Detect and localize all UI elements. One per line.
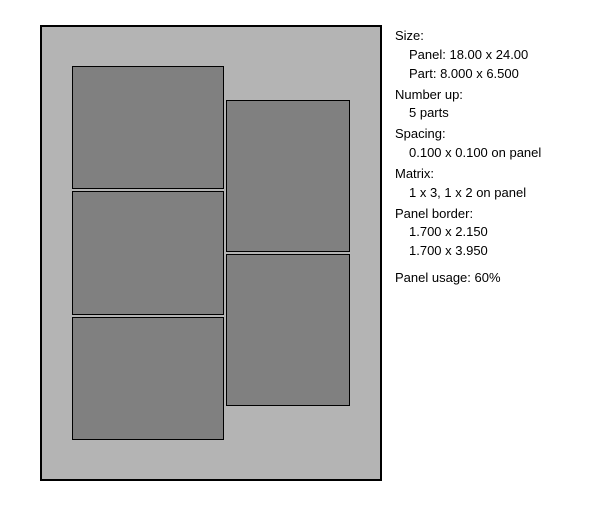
part-rect <box>226 100 350 252</box>
part-rect <box>226 254 350 406</box>
number-up-label: Number up: <box>395 86 541 105</box>
size-part-value: Part: 8.000 x 6.500 <box>395 65 541 84</box>
panel-usage-label: Panel usage: 60% <box>395 269 541 288</box>
part-rect <box>72 66 224 190</box>
info-block: Size: Panel: 18.00 x 24.00 Part: 8.000 x… <box>395 25 541 288</box>
panel-border-value-1: 1.700 x 2.150 <box>395 223 541 242</box>
part-rect <box>72 317 224 441</box>
panel-border-label: Panel border: <box>395 205 541 224</box>
spacing-value: 0.100 x 0.100 on panel <box>395 144 541 163</box>
spacing-label: Spacing: <box>395 125 541 144</box>
size-panel-value: Panel: 18.00 x 24.00 <box>395 46 541 65</box>
stage: Size: Panel: 18.00 x 24.00 Part: 8.000 x… <box>0 0 600 507</box>
matrix-label: Matrix: <box>395 165 541 184</box>
matrix-value: 1 x 3, 1 x 2 on panel <box>395 184 541 203</box>
number-up-value: 5 parts <box>395 104 541 123</box>
size-label: Size: <box>395 27 541 46</box>
panel-border-value-2: 1.700 x 3.950 <box>395 242 541 261</box>
part-rect <box>72 191 224 315</box>
